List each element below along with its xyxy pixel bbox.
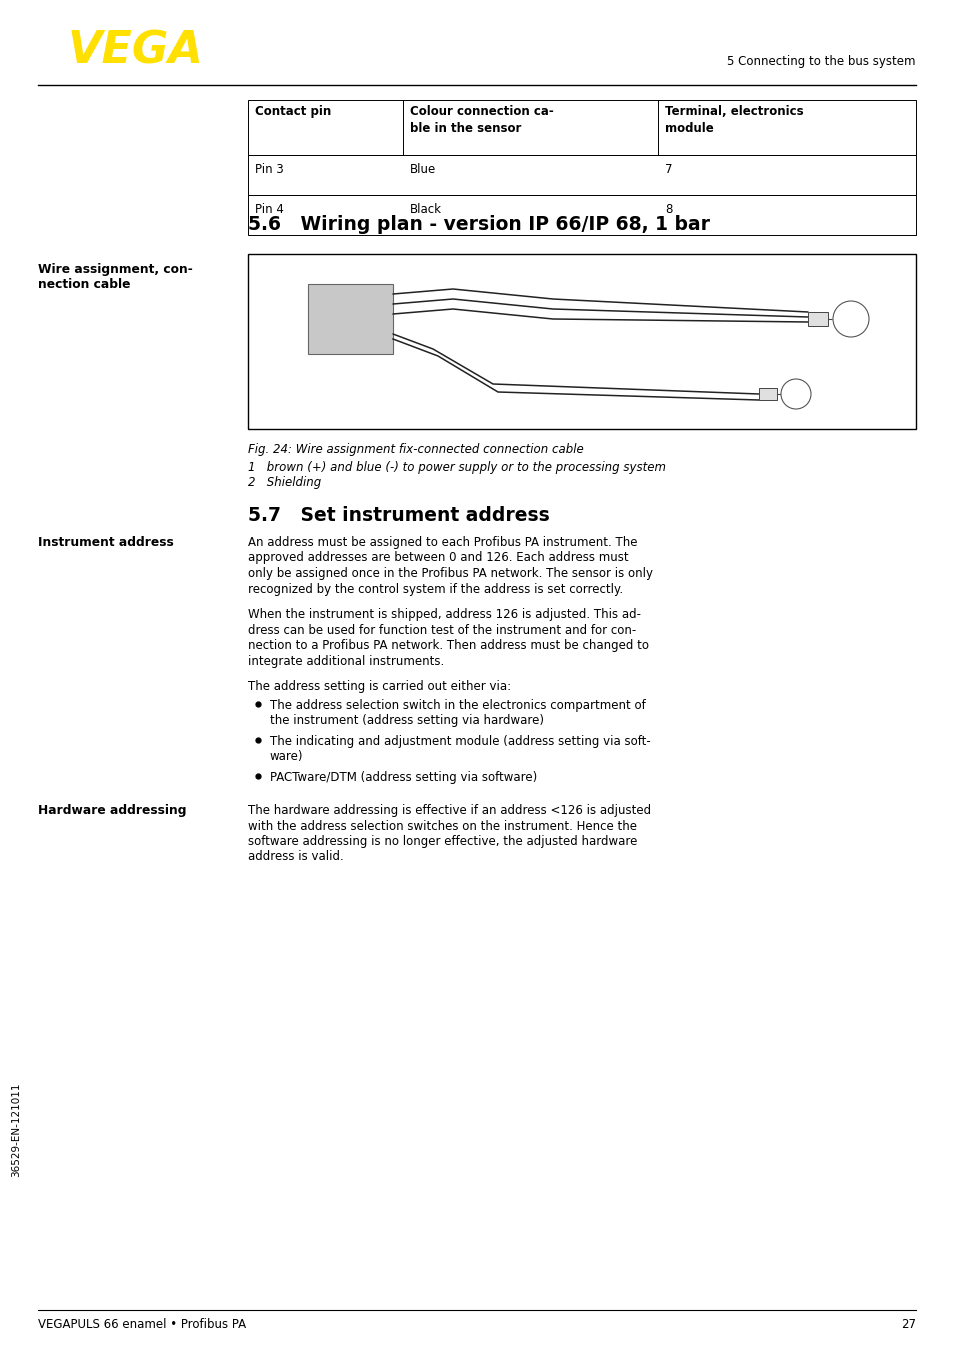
Text: Fig. 24: Wire assignment fix-connected connection cable: Fig. 24: Wire assignment fix-connected c… <box>248 443 583 456</box>
Text: with the address selection switches on the instrument. Hence the: with the address selection switches on t… <box>248 819 637 833</box>
Text: address is valid.: address is valid. <box>248 850 343 864</box>
Text: The address selection switch in the electronics compartment of: The address selection switch in the elec… <box>270 699 645 711</box>
Text: Terminal, electronics
module: Terminal, electronics module <box>664 106 802 134</box>
Text: nection to a Profibus PA network. Then address must be changed to: nection to a Profibus PA network. Then a… <box>248 639 648 653</box>
Circle shape <box>781 379 810 409</box>
Text: The hardware addressing is effective if an address <126 is adjusted: The hardware addressing is effective if … <box>248 804 651 816</box>
Bar <box>248 100 915 154</box>
Text: Instrument address: Instrument address <box>38 536 173 548</box>
Text: Black: Black <box>410 203 441 217</box>
Text: 8: 8 <box>664 203 672 217</box>
Text: 2   Shielding: 2 Shielding <box>248 477 321 489</box>
Text: The address setting is carried out either via:: The address setting is carried out eithe… <box>248 680 511 693</box>
Text: approved addresses are between 0 and 126. Each address must: approved addresses are between 0 and 126… <box>248 551 628 565</box>
Text: Pin 3: Pin 3 <box>254 162 283 176</box>
Text: 27: 27 <box>900 1317 915 1331</box>
Bar <box>248 195 915 236</box>
Text: Hardware addressing: Hardware addressing <box>38 804 186 816</box>
Text: 1   brown (+) and blue (-) to power supply or to the processing system: 1 brown (+) and blue (-) to power supply… <box>248 460 665 474</box>
Text: integrate additional instruments.: integrate additional instruments. <box>248 654 444 668</box>
Text: only be assigned once in the Profibus PA network. The sensor is only: only be assigned once in the Profibus PA… <box>248 567 652 580</box>
Text: The indicating and adjustment module (address setting via soft-: The indicating and adjustment module (ad… <box>270 734 650 747</box>
Text: dress can be used for function test of the instrument and for con-: dress can be used for function test of t… <box>248 623 636 636</box>
Text: When the instrument is shipped, address 126 is adjusted. This ad-: When the instrument is shipped, address … <box>248 608 640 621</box>
Text: 36529-EN-121011: 36529-EN-121011 <box>11 1083 21 1177</box>
Text: recognized by the control system if the address is set correctly.: recognized by the control system if the … <box>248 582 622 596</box>
Bar <box>308 284 393 353</box>
Text: Blue: Blue <box>410 162 436 176</box>
Text: 5.7   Set instrument address: 5.7 Set instrument address <box>248 506 549 525</box>
Text: Wire assignment, con-: Wire assignment, con- <box>38 263 193 276</box>
Text: Pin 4: Pin 4 <box>254 203 284 217</box>
Text: VEGA: VEGA <box>68 30 204 73</box>
Text: PACTware/DTM (address setting via software): PACTware/DTM (address setting via softwa… <box>270 770 537 784</box>
Bar <box>248 154 915 195</box>
Bar <box>759 389 776 399</box>
Text: 5 Connecting to the bus system: 5 Connecting to the bus system <box>727 56 915 68</box>
Text: Contact pin: Contact pin <box>254 106 331 118</box>
Text: nection cable: nection cable <box>38 278 131 291</box>
Text: 5.6   Wiring plan - version IP 66/IP 68, 1 bar: 5.6 Wiring plan - version IP 66/IP 68, 1… <box>248 215 709 234</box>
Text: Colour connection ca-
ble in the sensor: Colour connection ca- ble in the sensor <box>410 106 553 134</box>
Text: software addressing is no longer effective, the adjusted hardware: software addressing is no longer effecti… <box>248 835 637 848</box>
Bar <box>248 255 915 429</box>
Text: An address must be assigned to each Profibus PA instrument. The: An address must be assigned to each Prof… <box>248 536 637 548</box>
Text: 7: 7 <box>664 162 672 176</box>
Text: VEGAPULS 66 enamel • Profibus PA: VEGAPULS 66 enamel • Profibus PA <box>38 1317 246 1331</box>
Text: the instrument (address setting via hardware): the instrument (address setting via hard… <box>270 714 543 727</box>
Bar <box>807 311 827 326</box>
Circle shape <box>832 301 868 337</box>
Text: ware): ware) <box>270 750 303 764</box>
